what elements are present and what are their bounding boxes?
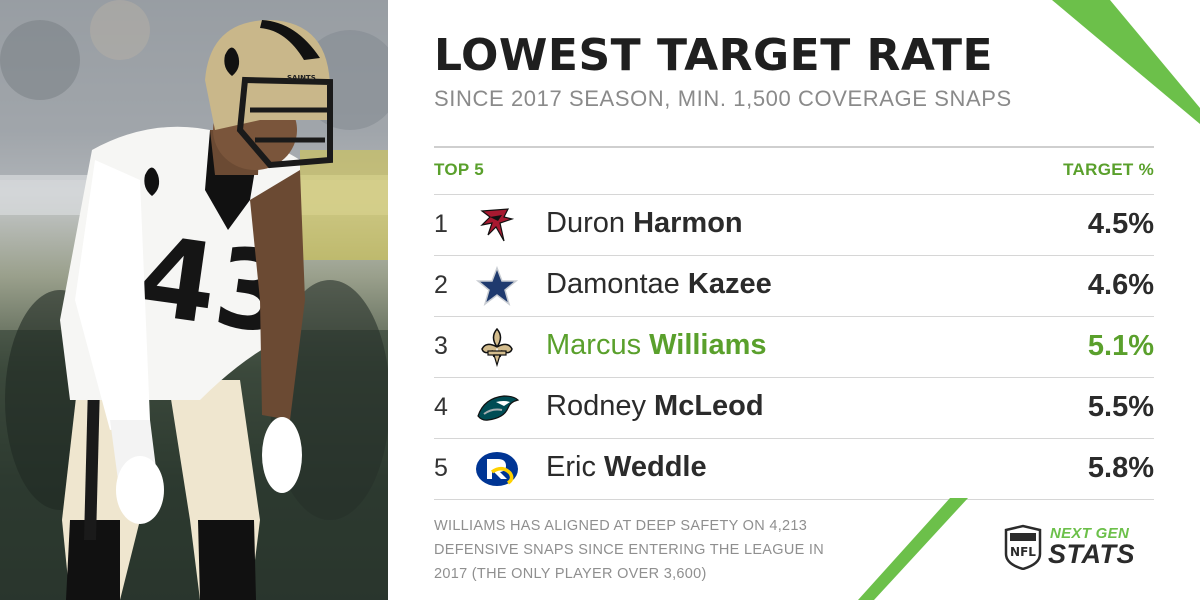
nfl-shield-icon: NFL — [1004, 524, 1042, 570]
target-percent: 4.6% — [1087, 269, 1154, 301]
table-row: 5 Eric Weddle 5.8% — [434, 438, 1154, 500]
divider — [434, 146, 1154, 148]
saints-logo-icon — [481, 327, 513, 367]
column-header-target: TARGET % — [1063, 160, 1154, 179]
decorative-stripe-bottom — [858, 498, 968, 600]
rank-number: 2 — [434, 271, 448, 299]
player-name: Eric Weddle — [546, 453, 707, 482]
nfl-shield-text: NFL — [1010, 545, 1036, 559]
falcons-logo-icon — [480, 208, 515, 242]
table-row: 1 Duron Harmon 4.5% — [434, 194, 1154, 255]
rams-logo-icon — [476, 452, 518, 486]
target-percent: 5.1% — [1087, 330, 1154, 362]
next-gen-stats-logo: NFL NEXT GEN STATS — [1004, 524, 1164, 572]
brand-line-1: NEXT GEN — [1050, 525, 1130, 542]
table-row: 2 Damontae Kazee 4.6% — [434, 255, 1154, 316]
helmet-text: SAINTS — [287, 74, 316, 82]
footnote: WILLIAMS HAS ALIGNED AT DEEP SAFETY ON 4… — [434, 518, 825, 582]
player-last-name: Williams — [649, 329, 767, 361]
player-last-name: Kazee — [687, 268, 772, 300]
player-name: Duron Harmon — [546, 209, 743, 238]
table-row: 4 Rodney McLeod 5.5% — [434, 377, 1154, 438]
decorative-stripe — [1052, 0, 1200, 124]
player-last-name: Weddle — [604, 451, 707, 483]
content-panel: LOWEST TARGET RATE SINCE 2017 SEASON, MI… — [388, 0, 1200, 600]
player-first-name: Duron — [546, 207, 625, 239]
target-percent: 5.8% — [1087, 452, 1154, 484]
cowboys-logo-icon — [475, 266, 519, 306]
player-name: Rodney McLeod — [546, 392, 764, 421]
table-row-highlighted: 3 Marcus Williams 5.1% — [434, 316, 1154, 377]
rank-number: 1 — [434, 210, 448, 238]
player-name: Damontae Kazee — [546, 270, 772, 299]
rank-number: 4 — [434, 393, 448, 421]
brand-line-2: STATS — [1048, 539, 1135, 569]
player-photo: 43 SAINTS — [0, 0, 388, 600]
player-first-name: Marcus — [546, 329, 642, 361]
player-first-name: Eric — [546, 451, 596, 483]
rank-number: 3 — [434, 332, 448, 360]
page-subtitle: SINCE 2017 SEASON, MIN. 1,500 COVERAGE S… — [434, 86, 1012, 111]
player-last-name: McLeod — [654, 390, 764, 422]
column-header-top: TOP 5 — [434, 160, 485, 179]
player-name: Marcus Williams — [546, 331, 767, 360]
player-first-name: Damontae — [546, 268, 680, 300]
target-percent: 4.5% — [1087, 208, 1154, 240]
target-percent: 5.5% — [1087, 391, 1154, 423]
page-title: LOWEST TARGET RATE — [434, 30, 994, 81]
player-illustration: 43 SAINTS — [0, 0, 388, 600]
ranking-table: 1 Duron Harmon 4.5% 2 Damontae Kazee 4.6… — [434, 194, 1154, 500]
player-first-name: Rodney — [546, 390, 646, 422]
rank-number: 5 — [434, 454, 448, 482]
player-last-name: Harmon — [633, 207, 743, 239]
eagles-logo-icon — [477, 395, 520, 421]
